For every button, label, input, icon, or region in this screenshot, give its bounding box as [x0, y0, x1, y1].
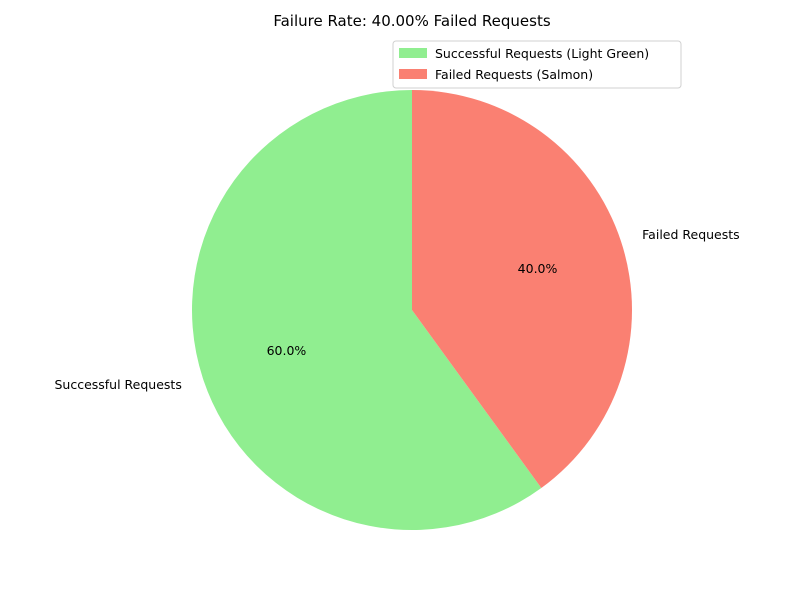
slice-label-failed-requests: Failed Requests [642, 227, 740, 242]
pie-slices [191, 89, 632, 531]
legend-label-failed-requests: Failed Requests (Salmon) [435, 67, 593, 82]
slice-failed-requests [412, 90, 632, 488]
legend-swatch-failed-requests [399, 69, 427, 79]
chart-title: Failure Rate: 40.00% Failed Requests [273, 12, 551, 30]
percent-label-failed-requests: 40.0% [518, 261, 558, 276]
pie-labels: Successful Requests 60.0% Failed Requests 4… [54, 227, 739, 392]
legend-box [392, 40, 682, 89]
percent-label-successful-requests: 60.0% [267, 343, 307, 358]
slice-successful-requests [191, 89, 542, 531]
slice-label-successful-requests: Successful Requests [54, 377, 181, 392]
legend: Successful Requests (Light Green) Failed … [392, 40, 682, 89]
legend-label-successful-requests: Successful Requests (Light Green) [435, 46, 649, 61]
legend-swatch-successful-requests [399, 48, 427, 58]
